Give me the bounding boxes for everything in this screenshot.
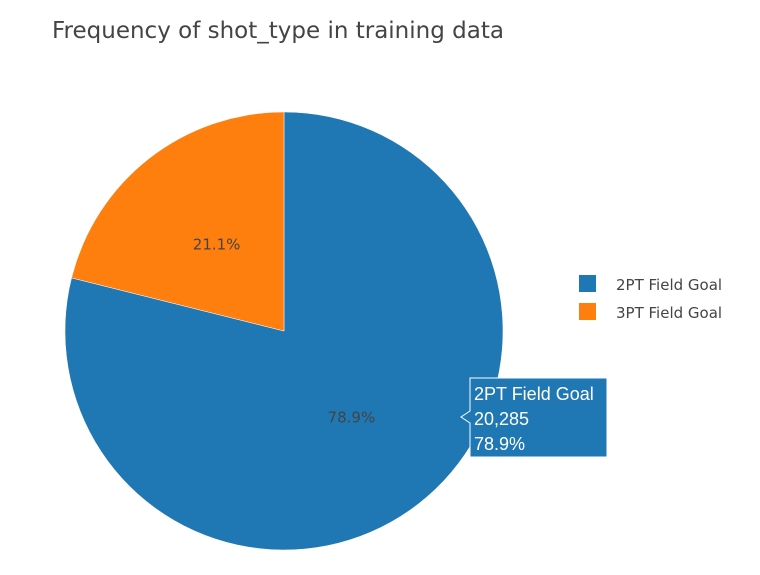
legend-swatch-3pt [579, 303, 596, 320]
hover-tooltip: 2PT Field Goal 20,285 78.9% [460, 377, 608, 458]
tooltip-value: 20,285 [474, 409, 529, 429]
chart-title: Frequency of shot_type in training data [52, 18, 504, 44]
legend-label-2pt: 2PT Field Goal [616, 276, 722, 294]
tooltip-percent: 78.9% [474, 434, 525, 454]
pie-slices [64, 111, 504, 551]
legend-swatch-2pt [579, 275, 596, 292]
pie-slice-3pt[interactable] [71, 111, 285, 332]
legend-item-2pt[interactable]: 2PT Field Goal [579, 275, 722, 294]
slice-labels: 78.9% 21.1% [193, 236, 375, 427]
tooltip-label: 2PT Field Goal [474, 384, 594, 404]
slice-percent-label: 78.9% [328, 408, 376, 426]
tooltip-box [460, 377, 608, 458]
legend-item-3pt[interactable]: 3PT Field Goal [579, 303, 722, 322]
slice-percent-label: 21.1% [193, 236, 241, 254]
legend-label-3pt: 3PT Field Goal [616, 304, 722, 322]
legend: 2PT Field Goal 3PT Field Goal [579, 275, 722, 322]
